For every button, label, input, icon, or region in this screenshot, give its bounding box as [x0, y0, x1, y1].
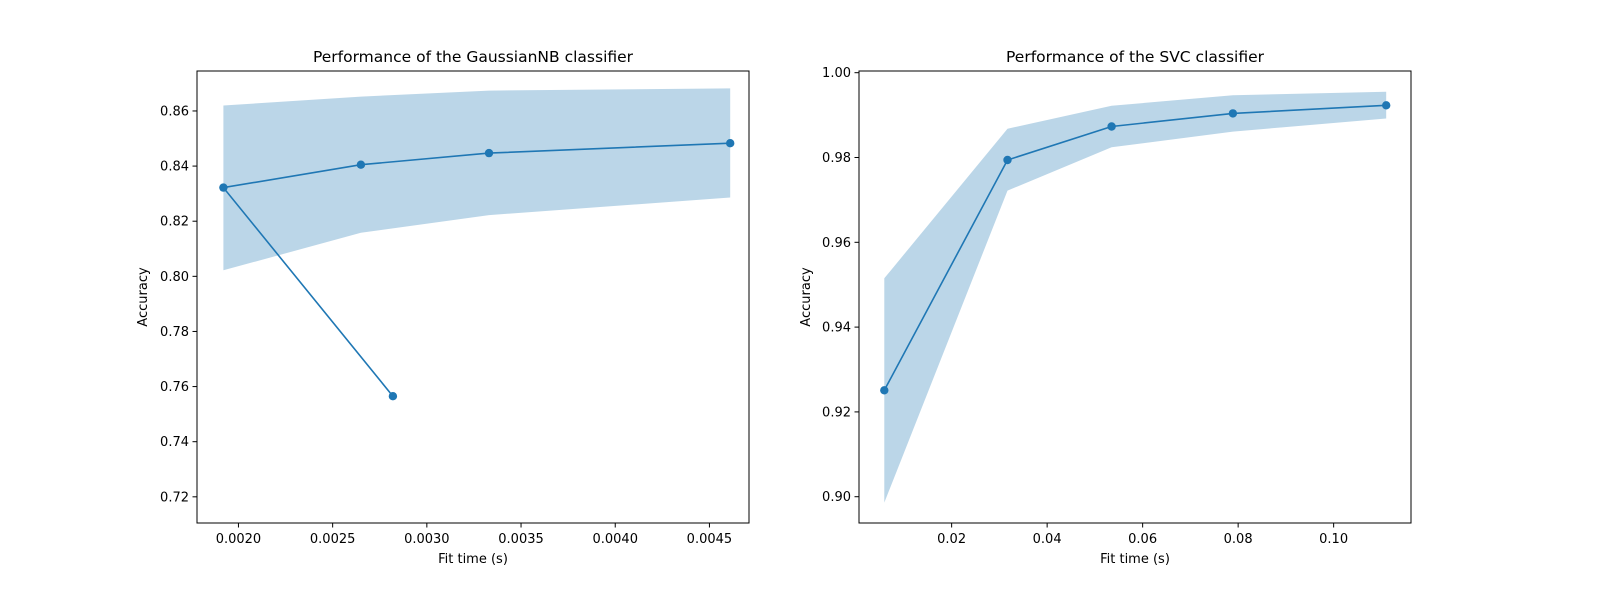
points-layer — [219, 139, 735, 401]
data-point — [1228, 109, 1238, 118]
y-tick-label: 0.80 — [160, 270, 189, 285]
data-point — [1003, 155, 1012, 165]
data-point — [880, 386, 889, 395]
x-tick-label: 0.02 — [937, 532, 966, 547]
x-axis-title: Fit time (s) — [1100, 552, 1170, 567]
y-tick-label: 0.96 — [822, 236, 851, 251]
x-tick-label: 0.0025 — [310, 532, 356, 547]
y-tick-label: 0.78 — [160, 325, 189, 340]
x-tick-label: 0.04 — [1033, 532, 1062, 547]
x-tick-label: 0.0030 — [404, 532, 450, 547]
data-point — [219, 183, 228, 192]
x-axis-ticks: 0.0020 0.0025 0.0030 0.0035 0.0040 0.0045 — [216, 523, 732, 547]
data-point — [726, 139, 735, 148]
data-point — [1107, 122, 1116, 131]
y-tick-label: 0.82 — [160, 215, 189, 230]
y-tick-label: 0.90 — [822, 490, 851, 505]
plot-title: Performance of the GaussianNB classifier — [313, 48, 634, 66]
y-tick-label: 0.72 — [160, 490, 189, 505]
y-axis-ticks: 0.72 0.74 0.76 0.78 0.80 0.82 0.84 0.86 — [160, 104, 197, 505]
x-tick-label: 0.08 — [1224, 532, 1253, 547]
x-tick-label: 0.0035 — [498, 532, 544, 547]
x-tick-label: 0.0045 — [687, 532, 733, 547]
band-layer — [223, 88, 731, 503]
y-tick-label: 0.86 — [160, 104, 189, 119]
y-tick-label: 1.00 — [822, 66, 851, 81]
x-tick-label: 0.10 — [1319, 532, 1348, 547]
y-tick-label: 0.94 — [822, 321, 851, 336]
y-tick-label: 0.74 — [160, 435, 189, 450]
x-tick-label: 0.0020 — [216, 532, 262, 547]
data-point — [356, 160, 366, 169]
y-tick-label: 0.76 — [160, 380, 189, 395]
x-tick-label: 0.06 — [1128, 532, 1157, 547]
axes-frame — [196, 70, 750, 524]
x-axis-title: Fit time (s) — [438, 552, 508, 567]
subplot-gaussiannb: 0.0020 0.0025 0.0030 0.0035 0.0040 0.0045 0.7… — [136, 48, 750, 567]
data-point — [388, 392, 398, 401]
y-tick-label: 0.98 — [822, 151, 851, 166]
confidence-band — [223, 88, 731, 503]
subplot-svc: 0.02 0.04 0.06 0.08 0.10 0.900.920.940.960.9… — [799, 48, 1412, 567]
axes-frame — [858, 70, 1412, 524]
y-axis-title: Accuracy — [136, 267, 151, 327]
plot-title: Performance of the SVC classifier — [1006, 48, 1265, 66]
y-tick-label: 0.92 — [822, 405, 851, 420]
y-axis-title: Accuracy — [799, 267, 814, 327]
y-tick-label: 0.84 — [160, 160, 189, 175]
y-axis-ticks: 0.90 0.92 0.94 0.96 0.98 1.00 — [822, 66, 859, 505]
x-axis-ticks: 0.02 0.04 0.06 0.08 0.10 — [937, 523, 1348, 547]
data-point — [1382, 101, 1391, 110]
data-point — [484, 148, 494, 158]
x-tick-label: 0.0040 — [592, 532, 638, 547]
points-layer — [880, 101, 1391, 395]
